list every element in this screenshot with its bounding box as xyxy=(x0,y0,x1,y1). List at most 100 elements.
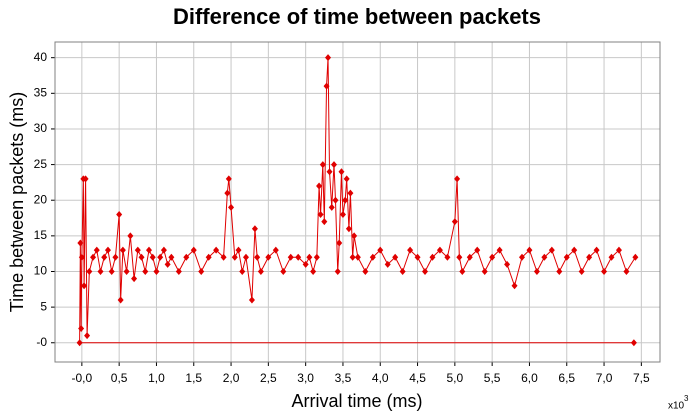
data-point xyxy=(228,203,235,211)
data-point xyxy=(295,253,302,261)
data-point xyxy=(231,253,238,261)
data-point xyxy=(392,253,399,261)
data-point xyxy=(145,246,152,254)
data-point xyxy=(313,253,320,261)
data-point xyxy=(466,253,473,261)
data-point xyxy=(518,253,525,261)
data-point xyxy=(319,161,326,169)
data-point xyxy=(205,253,212,261)
data-point xyxy=(541,253,548,261)
data-point xyxy=(93,246,100,254)
x-tick-label: 1,0 xyxy=(148,371,165,385)
data-point xyxy=(511,282,518,290)
data-point xyxy=(571,246,578,254)
data-point xyxy=(548,246,555,254)
x-tick-label: 4,5 xyxy=(409,371,426,385)
y-tick-label: 40 xyxy=(34,50,48,64)
data-point xyxy=(242,253,249,261)
data-point xyxy=(454,175,461,183)
data-point xyxy=(354,253,361,261)
y-tick-label: 30 xyxy=(34,121,48,135)
data-point xyxy=(456,253,463,261)
data-point xyxy=(556,267,563,275)
data-point xyxy=(526,246,533,254)
x-tick-label: 3,0 xyxy=(297,371,314,385)
data-point xyxy=(149,253,156,261)
data-point xyxy=(336,239,343,247)
data-point xyxy=(76,339,83,347)
data-point xyxy=(78,325,85,333)
data-point xyxy=(563,253,570,261)
data-point xyxy=(586,253,593,261)
data-point xyxy=(235,246,242,254)
data-point xyxy=(334,267,341,275)
data-point xyxy=(601,267,608,275)
data-point xyxy=(444,253,451,261)
data-point xyxy=(332,196,339,204)
data-point xyxy=(239,267,246,275)
data-point xyxy=(77,239,84,247)
data-point xyxy=(78,253,85,261)
data-point xyxy=(429,253,436,261)
x-tick-label: 6,5 xyxy=(558,371,575,385)
data-point xyxy=(323,82,330,90)
data-point xyxy=(321,218,328,226)
data-point xyxy=(317,210,324,218)
x-tick-label: 5,5 xyxy=(484,371,501,385)
data-point xyxy=(349,253,356,261)
data-point xyxy=(474,246,481,254)
data-point xyxy=(272,246,279,254)
data-point xyxy=(254,253,261,261)
data-point xyxy=(112,253,119,261)
data-point xyxy=(225,175,232,183)
data-point xyxy=(190,246,197,254)
data-point xyxy=(451,218,458,226)
y-tick-label: 35 xyxy=(34,85,48,99)
data-point xyxy=(104,246,111,254)
x-tick-label: 2,0 xyxy=(223,371,240,385)
data-point xyxy=(108,267,115,275)
data-point xyxy=(630,339,637,347)
data-point xyxy=(116,210,123,218)
plot-frame xyxy=(54,41,661,363)
data-point xyxy=(384,260,391,268)
data-point xyxy=(489,253,496,261)
data-point xyxy=(436,246,443,254)
data-point xyxy=(377,246,384,254)
x-tick-label: 3,5 xyxy=(335,371,352,385)
data-point xyxy=(84,332,91,340)
data-point xyxy=(123,267,130,275)
data-point xyxy=(414,253,421,261)
data-point xyxy=(578,267,585,275)
data-point xyxy=(302,260,309,268)
chart-title: Difference of time between packets xyxy=(173,4,541,29)
data-point xyxy=(168,253,175,261)
data-point xyxy=(608,253,615,261)
data-point xyxy=(310,267,317,275)
data-point xyxy=(160,246,167,254)
x-tick-label: 4,0 xyxy=(372,371,389,385)
data-point xyxy=(338,168,345,176)
data-point xyxy=(615,246,622,254)
x-tick-label: -0,0 xyxy=(72,371,93,385)
data-point xyxy=(306,253,313,261)
y-tick-label: 15 xyxy=(34,228,48,242)
x-tick-label: 6,0 xyxy=(521,371,538,385)
data-point xyxy=(331,161,338,169)
data-point xyxy=(328,203,335,211)
data-point xyxy=(325,54,332,62)
data-point xyxy=(504,260,511,268)
data-point xyxy=(90,253,97,261)
x-tick-label: 1,5 xyxy=(185,371,202,385)
data-point xyxy=(220,253,227,261)
data-point xyxy=(342,196,349,204)
data-point xyxy=(164,260,171,268)
x-tick-label: 7,5 xyxy=(633,371,650,385)
data-point xyxy=(117,296,124,304)
data-point xyxy=(101,253,108,261)
series-line xyxy=(79,57,636,344)
data-point xyxy=(138,253,145,261)
data-point xyxy=(265,253,272,261)
data-point xyxy=(175,267,182,275)
